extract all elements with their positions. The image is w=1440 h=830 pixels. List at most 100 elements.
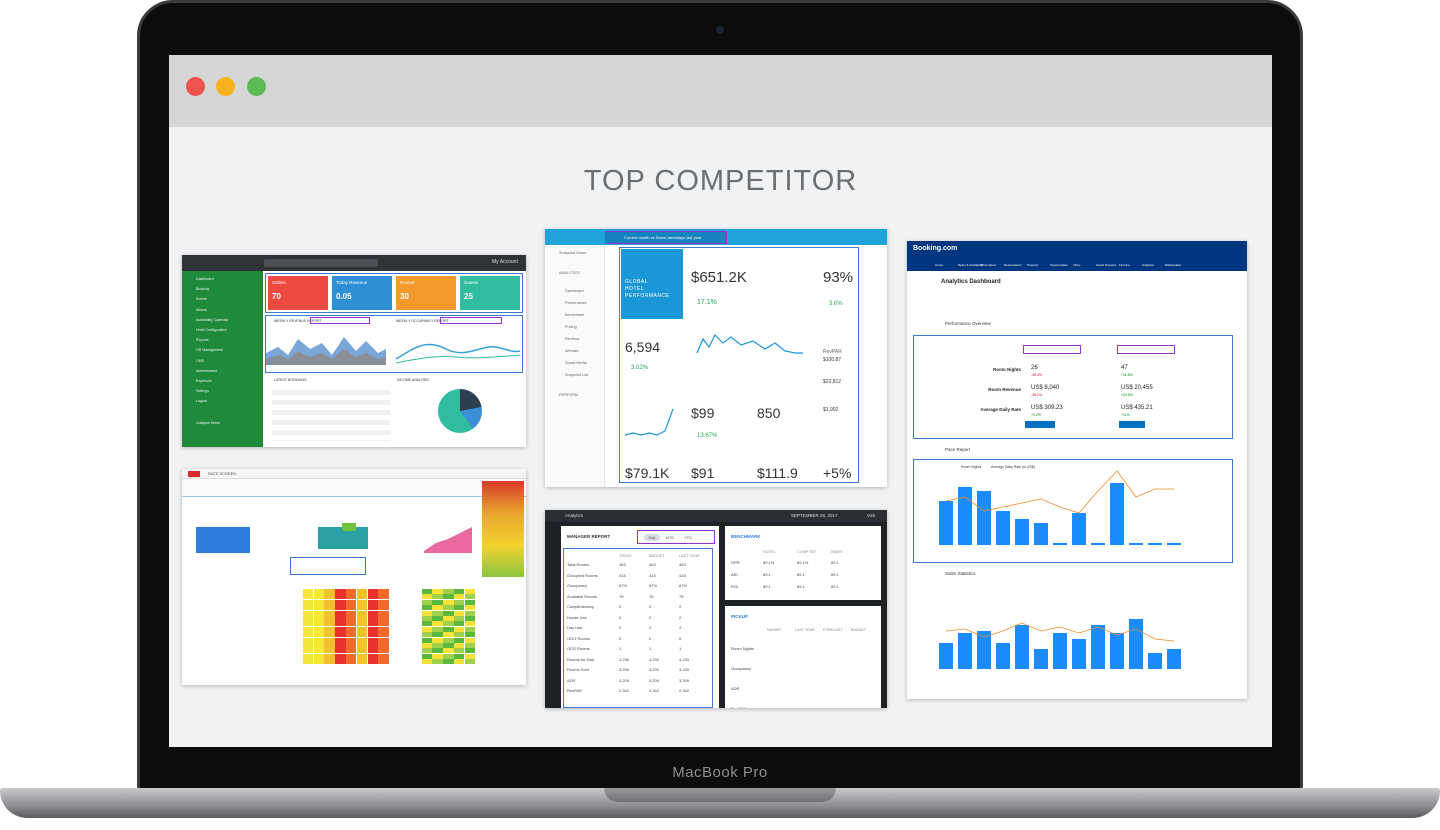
heatmap-cell	[367, 605, 378, 611]
rate-grid-screenshot[interactable]: RATE SCREEN	[182, 469, 526, 685]
user-name[interactable]: Vick	[867, 513, 876, 518]
heatmap-cell	[281, 599, 292, 605]
nav-item[interactable]: Guest Reviews	[1096, 263, 1117, 267]
camera-icon	[716, 26, 724, 34]
stat-tile[interactable]: Orders 70	[268, 276, 328, 310]
heatmap-cell	[410, 632, 422, 638]
tab-ytd[interactable]: YTD	[684, 535, 692, 540]
heatmap-cell	[443, 653, 454, 659]
zoom-button[interactable]	[247, 77, 266, 96]
sidebar-item[interactable]: ANALYTICS	[559, 271, 580, 275]
tab-mtd[interactable]: MTD	[665, 535, 675, 540]
heatmap-cell	[400, 594, 411, 600]
heatmap-cell	[454, 605, 465, 611]
row-label: RevPAR	[731, 706, 746, 708]
sales-statistics-button[interactable]	[1025, 421, 1055, 428]
minimize-button[interactable]	[216, 77, 235, 96]
nav-item[interactable]: Marketplace	[1165, 263, 1182, 267]
stat-tile[interactable]: Today Revenue 0.05	[332, 276, 392, 310]
sidebar-item[interactable]: Dashboard	[196, 277, 214, 281]
analytics-topbar: Current month vs Same weekdays last year	[545, 229, 887, 245]
sidebar-item[interactable]: Collapse Menu	[196, 421, 220, 425]
page-title: TOP COMPETITOR	[583, 165, 858, 197]
sidebar-item[interactable]: Logout	[196, 399, 207, 404]
search-input[interactable]	[264, 259, 378, 267]
nav-item[interactable]: Analytics	[1142, 263, 1155, 267]
sidebar-item[interactable]: Administrator	[196, 368, 218, 373]
stat-tile[interactable]: Guests 25	[460, 276, 520, 310]
nav-item[interactable]: Home	[935, 263, 944, 267]
chart-bar	[1034, 649, 1048, 669]
heatmap-cell	[302, 599, 314, 605]
heatmap-cell	[443, 599, 454, 605]
sidebar-item[interactable]: Events	[196, 297, 207, 302]
sidebar-item[interactable]: Social Media	[565, 361, 587, 365]
sidebar-item[interactable]: Reports	[196, 338, 209, 343]
heatmap-cell	[356, 653, 368, 659]
heatmap-cell	[432, 594, 443, 600]
heatmap-cell	[400, 653, 411, 659]
sidebar-item[interactable]: Dashboard	[565, 289, 584, 293]
sidebar-item[interactable]: CMS	[196, 358, 204, 363]
row-value: 2	[619, 614, 622, 620]
nav-item[interactable]: Finance	[1119, 263, 1130, 267]
analytics-screenshot[interactable]: Current month vs Same weekdays last year…	[545, 229, 887, 487]
date-filter-highlight[interactable]: Current month vs Same weekdays last year	[605, 231, 727, 244]
sidebar-item[interactable]: Availability Calendar	[196, 317, 229, 322]
heatmap-cell	[367, 594, 378, 600]
row-label: RevPAR	[567, 688, 583, 693]
compare-select-highlight[interactable]	[1117, 345, 1175, 354]
account-menu[interactable]: My Account	[492, 259, 518, 265]
tab-day[interactable]: Day	[644, 534, 660, 541]
sidebar-item[interactable]: Performance	[565, 301, 587, 305]
sidebar-item[interactable]: Website	[565, 349, 579, 353]
sidebar-item[interactable]: HR Management	[196, 348, 224, 353]
dashboard-screenshot[interactable]: My Account Dashboard Booking Events Menus Av…	[182, 255, 526, 447]
row-label: Rooms for Sale	[567, 656, 595, 662]
booking-screenshot[interactable]: Booking.com Home Rates & Availability Prom…	[907, 241, 1247, 699]
sidebar-item[interactable]: Reviews	[565, 337, 580, 341]
manager-report-screenshot[interactable]: Analytics SEPTEMBER 26, 2017 Vick MANAGE…	[545, 510, 887, 708]
stat-tile[interactable]: Rooms 30	[396, 276, 456, 310]
sidebar-item[interactable]: Menus	[196, 307, 207, 312]
nav-item[interactable]: Promotions	[981, 263, 997, 267]
heatmap-cell	[421, 637, 432, 643]
nav-item[interactable]: Property	[1027, 263, 1039, 267]
nav-item[interactable]: Inbox	[1073, 263, 1081, 267]
nav-item[interactable]: Opportunities	[1050, 263, 1068, 267]
heatmap-cell	[270, 648, 281, 654]
sidebar-item[interactable]: PERFORM	[559, 393, 578, 397]
sidebar-item[interactable]: Pricing	[565, 325, 577, 329]
heatmap-cell	[389, 621, 400, 627]
pace-report-button[interactable]	[1119, 421, 1145, 428]
heatmap-cell	[270, 594, 281, 600]
heatmap-cell	[389, 653, 400, 659]
heatmap-cell	[302, 648, 314, 654]
heatmap-cell	[270, 616, 281, 621]
sidebar-item[interactable]: Expenses	[196, 379, 212, 383]
sidebar-item[interactable]: Settings	[196, 389, 209, 394]
heatmap-cell	[259, 659, 270, 665]
nav-item[interactable]: Rates & Availability	[958, 263, 984, 267]
close-button[interactable]	[186, 77, 205, 96]
heatmap-cell	[302, 626, 314, 632]
heatmap-cell	[454, 648, 465, 654]
revenue-area-chart	[266, 337, 386, 365]
heatmap-cell	[248, 599, 260, 605]
heatmap-cell	[281, 621, 292, 627]
sidebar-item[interactable]: Booking	[196, 287, 209, 292]
sidebar-item[interactable]: Hotel Configuration	[196, 328, 227, 332]
heatmap-cell	[270, 605, 281, 611]
heatmap-cell	[335, 632, 346, 638]
compare-select-highlight[interactable]	[1023, 345, 1081, 354]
chart-bar	[1091, 625, 1105, 669]
period-tabs[interactable]: Day MTD YTD	[637, 530, 715, 544]
column-header: HOTEL	[763, 550, 776, 554]
heatmap-cell	[313, 605, 324, 611]
heatmap-cell	[432, 589, 443, 594]
sidebar-item[interactable]: Snapshot Demo	[559, 251, 587, 255]
sidebar-item[interactable]: Benchmark	[565, 313, 585, 317]
nav-item[interactable]: Reservations	[1004, 263, 1022, 267]
heatmap-cell	[400, 616, 411, 621]
sidebar-item[interactable]: Snapshot Lab	[565, 373, 589, 377]
